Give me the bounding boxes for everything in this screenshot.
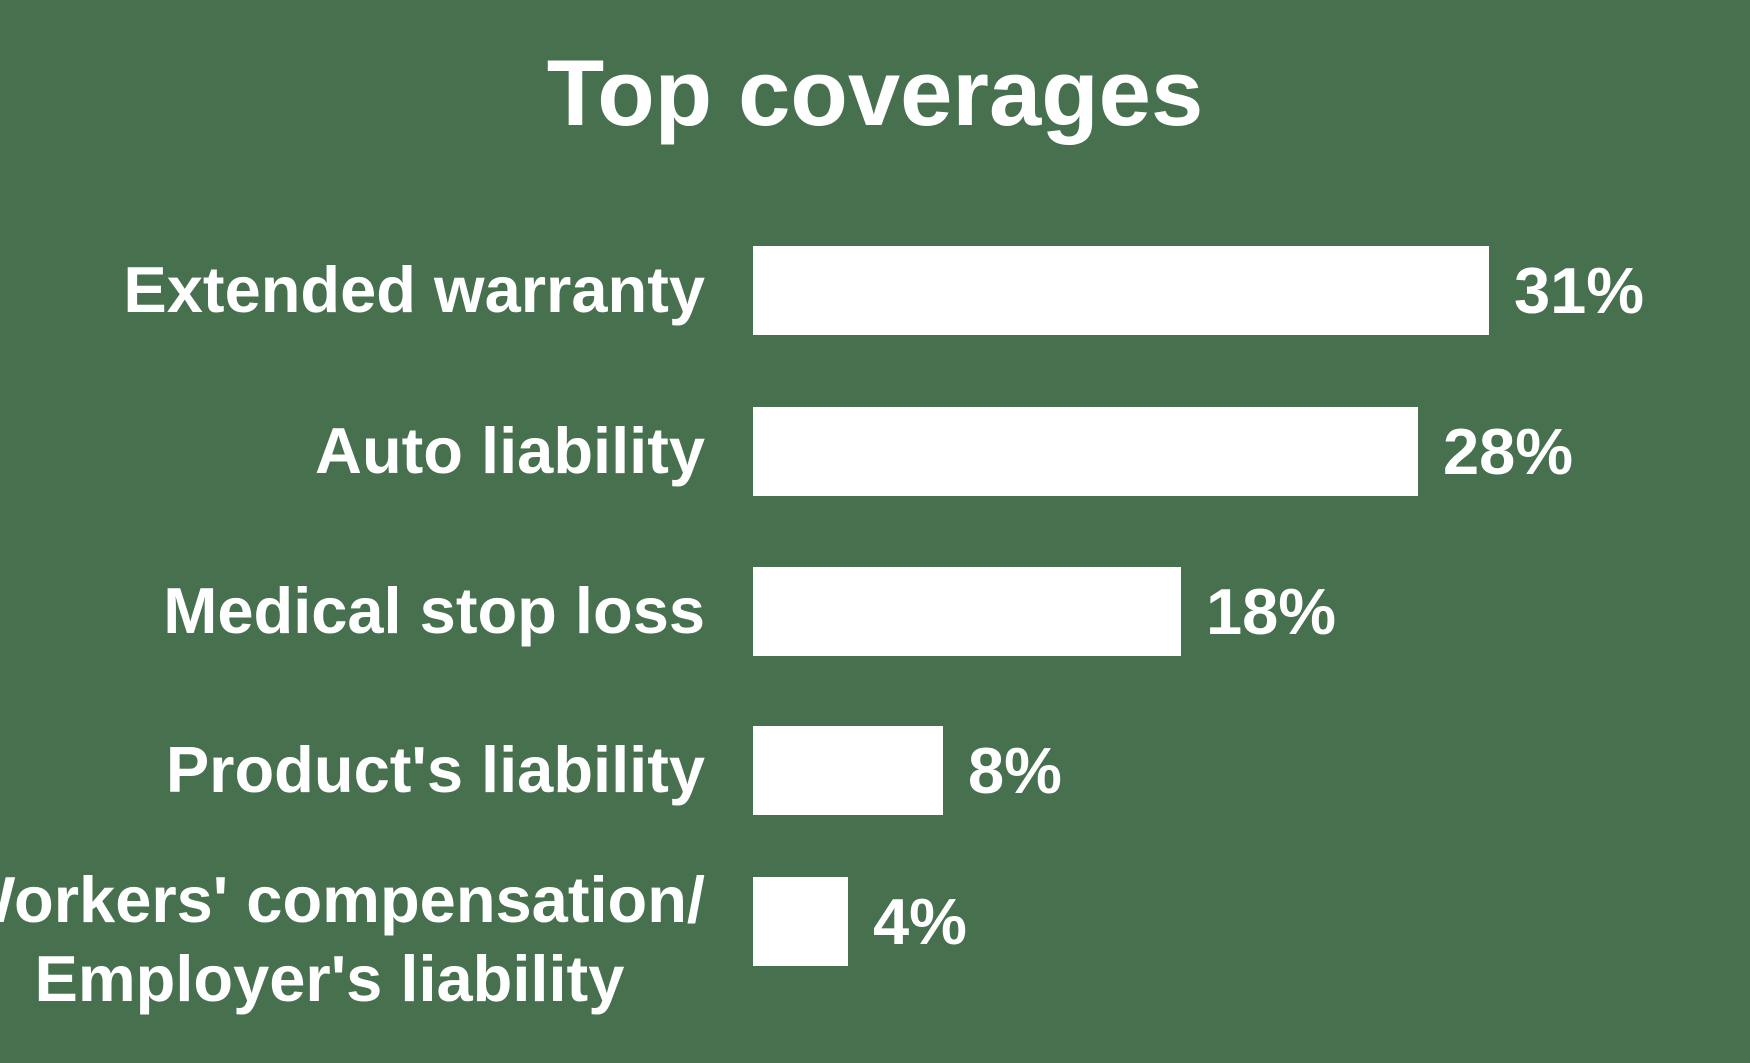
value-label: 31% — [1514, 254, 1645, 327]
category-label: Extended warranty — [123, 251, 705, 330]
value-label: 28% — [1443, 415, 1574, 488]
category-label-line: Product's liability — [165, 733, 705, 807]
category-label: Workers' compensation/ Employer's liabil… — [0, 861, 705, 1018]
category-label: Product's liability — [166, 731, 705, 810]
bar — [753, 877, 848, 966]
chart-row: Auto liability 28% — [0, 407, 1750, 496]
category-label-cell: Auto liability — [0, 412, 705, 491]
value-label: 18% — [1206, 575, 1337, 648]
chart-row: Product's liability 8% — [0, 726, 1750, 815]
category-label-line: Workers' compensation/ — [0, 862, 705, 936]
bar — [753, 726, 943, 815]
chart-title: Top coverages — [546, 40, 1204, 145]
category-label-line: Extended warranty — [123, 253, 705, 327]
category-label-line: Auto liability — [315, 414, 705, 488]
bar — [753, 407, 1418, 496]
category-label-cell: Workers' compensation/ Employer's liabil… — [0, 843, 705, 1015]
chart-row: Workers' compensation/ Employer's liabil… — [0, 863, 1750, 1015]
category-label-cell: Medical stop loss — [0, 572, 705, 651]
category-label-line: Medical stop loss — [163, 574, 705, 648]
category-label: Auto liability — [315, 412, 705, 491]
value-label: 8% — [968, 734, 1062, 807]
category-label-line: Employer's liability — [34, 941, 625, 1015]
category-label: Medical stop loss — [163, 572, 705, 651]
category-label-cell: Extended warranty — [0, 251, 705, 330]
bar — [753, 246, 1489, 335]
bar — [753, 567, 1181, 656]
chart-row: Medical stop loss 18% — [0, 567, 1750, 656]
chart-row: Extended warranty 31% — [0, 246, 1750, 335]
value-label: 4% — [873, 885, 967, 958]
category-label-cell: Product's liability — [0, 731, 705, 810]
